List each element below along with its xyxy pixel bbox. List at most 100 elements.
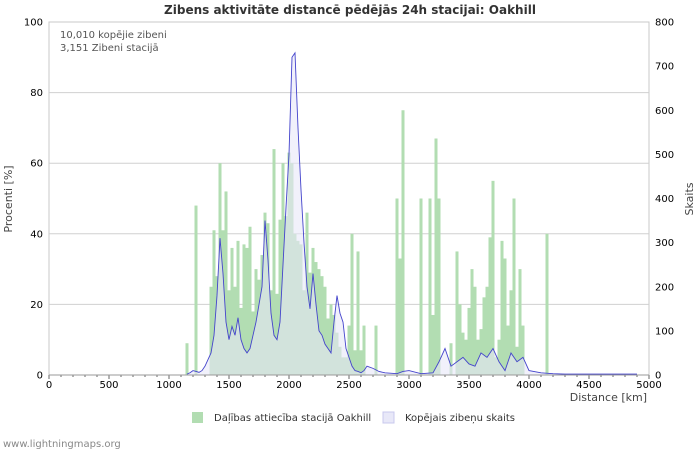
x-axis-label: Distance [km] [570, 391, 647, 404]
x-tick-label: 4000 [516, 380, 541, 391]
bar [233, 286, 237, 375]
y-right-tick-label: 400 [655, 194, 674, 205]
bar [482, 297, 486, 375]
bar [209, 286, 213, 375]
grid-lines [49, 92, 649, 305]
bar [491, 180, 495, 375]
y-right-tick-label: 100 [655, 326, 674, 337]
bar [473, 286, 477, 375]
bar [248, 226, 252, 375]
x-tick-label: 3500 [456, 380, 481, 391]
bar [500, 240, 504, 375]
bar [242, 244, 246, 375]
x-tick-label: 0 [46, 380, 52, 391]
bar [230, 247, 234, 375]
x-axis-ticks: 0 500 1000 1500 2000 2500 3000 3500 4000 4500 5000 [46, 375, 662, 391]
bar [458, 304, 462, 375]
annotation-station: 3,151 Zibeni stacijā [60, 43, 159, 54]
y-right-tick-label: 800 [655, 18, 674, 29]
y-right-tick-label: 700 [655, 62, 674, 73]
y-right-tick-label: 0 [655, 371, 661, 382]
legend-label-line: Kopējais zibeņu skaits [405, 413, 515, 424]
chart-title: Zibens aktivitāte distancē pēdējās 24h s… [164, 3, 536, 17]
bar [275, 293, 279, 375]
bar [431, 314, 435, 375]
bar [350, 233, 354, 375]
annotation-total: 10,010 kopējie zibeni [60, 30, 167, 41]
y-right-label: Skaits [683, 182, 696, 215]
x-tick-label: 3000 [396, 380, 421, 391]
y-left-tick-label: 100 [24, 18, 43, 29]
bar [449, 343, 453, 375]
y-left-tick-label: 80 [30, 88, 43, 99]
bar [488, 237, 492, 375]
bar [212, 230, 216, 375]
x-tick-label: 5000 [636, 380, 661, 391]
bar [461, 332, 465, 375]
bar [509, 290, 513, 375]
y-right-axis-ticks: 0 100 200 300 400 500 600 700 800 [655, 18, 674, 382]
y-left-label: Procenti [%] [2, 165, 15, 232]
line-area-fill [187, 52, 637, 375]
bar [320, 276, 324, 375]
bar [326, 318, 330, 375]
bar [278, 219, 282, 375]
bar [185, 343, 189, 375]
bar [419, 198, 423, 375]
bar [401, 110, 405, 375]
y-right-tick-label: 600 [655, 106, 674, 117]
bar [503, 258, 507, 375]
x-tick-label: 1000 [156, 380, 181, 391]
y-right-tick-label: 200 [655, 282, 674, 293]
bar [428, 198, 432, 375]
y-left-tick-label: 40 [30, 229, 43, 240]
legend-swatch-line [382, 411, 395, 424]
bar [455, 251, 459, 375]
x-tick-label: 1500 [216, 380, 241, 391]
bar [518, 269, 522, 375]
bar [545, 233, 549, 375]
legend-label-bars: Daļības attiecība stacijā Oakhill [214, 413, 371, 424]
bar [245, 247, 249, 375]
bar [362, 325, 366, 375]
plot-area [48, 21, 650, 376]
bar [236, 240, 240, 375]
bar [467, 307, 471, 375]
legend-swatch-bars [192, 412, 203, 423]
bar [470, 269, 474, 375]
bar [359, 350, 363, 375]
x-tick-label: 500 [99, 380, 118, 391]
bar [194, 205, 198, 375]
bar [374, 325, 378, 375]
bar [329, 304, 333, 375]
count-line [186, 51, 637, 375]
y-left-tick-label: 20 [30, 300, 43, 311]
bar [512, 198, 516, 375]
bar [434, 138, 438, 375]
bar [476, 339, 480, 375]
line-series [186, 51, 637, 375]
bar [317, 269, 321, 375]
bar [323, 286, 327, 375]
bar [497, 339, 501, 375]
y-left-axis-ticks: 0 20 40 60 80 100 [24, 18, 43, 382]
bar [347, 325, 351, 375]
bar [515, 346, 519, 375]
bar [521, 325, 525, 375]
bar [479, 329, 483, 375]
bar [398, 258, 402, 375]
bar [353, 350, 357, 375]
bar [395, 198, 399, 375]
y-left-tick-label: 0 [37, 371, 43, 382]
y-right-tick-label: 300 [655, 238, 674, 249]
x-tick-label: 2000 [276, 380, 301, 391]
bar [356, 251, 360, 375]
x-tick-label: 4500 [576, 380, 601, 391]
footer-source: www.lightningmaps.org [3, 439, 121, 450]
bar [506, 325, 510, 375]
bar [227, 290, 231, 375]
x-tick-label: 2500 [336, 380, 361, 391]
bar [437, 198, 441, 375]
y-left-tick-label: 60 [30, 159, 43, 170]
